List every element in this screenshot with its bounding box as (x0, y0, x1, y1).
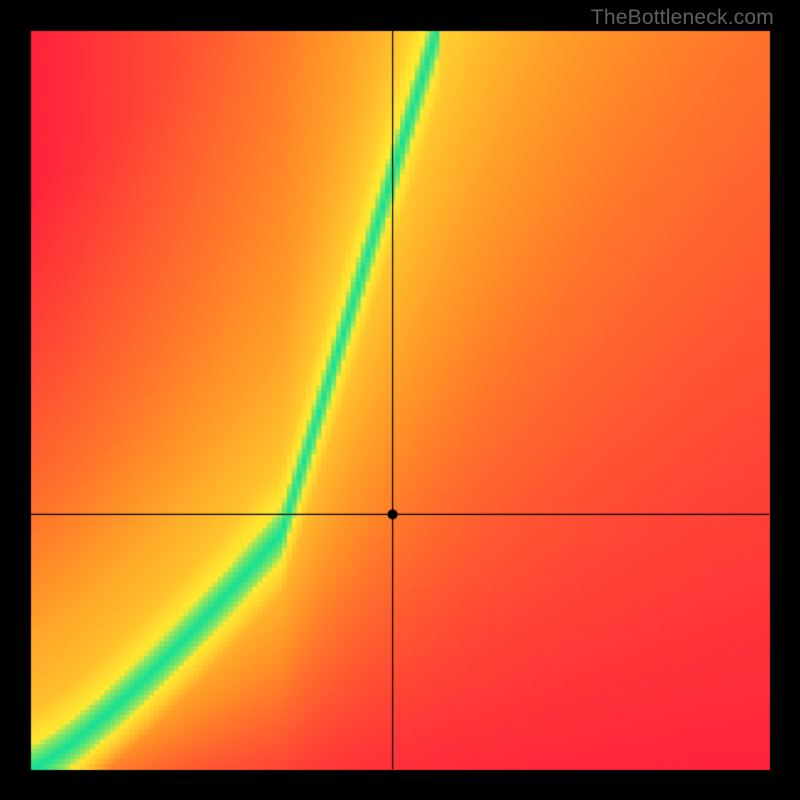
chart-container: TheBottleneck.com (0, 0, 800, 800)
bottleneck-heatmap (0, 0, 800, 800)
watermark-text: TheBottleneck.com (591, 6, 774, 30)
